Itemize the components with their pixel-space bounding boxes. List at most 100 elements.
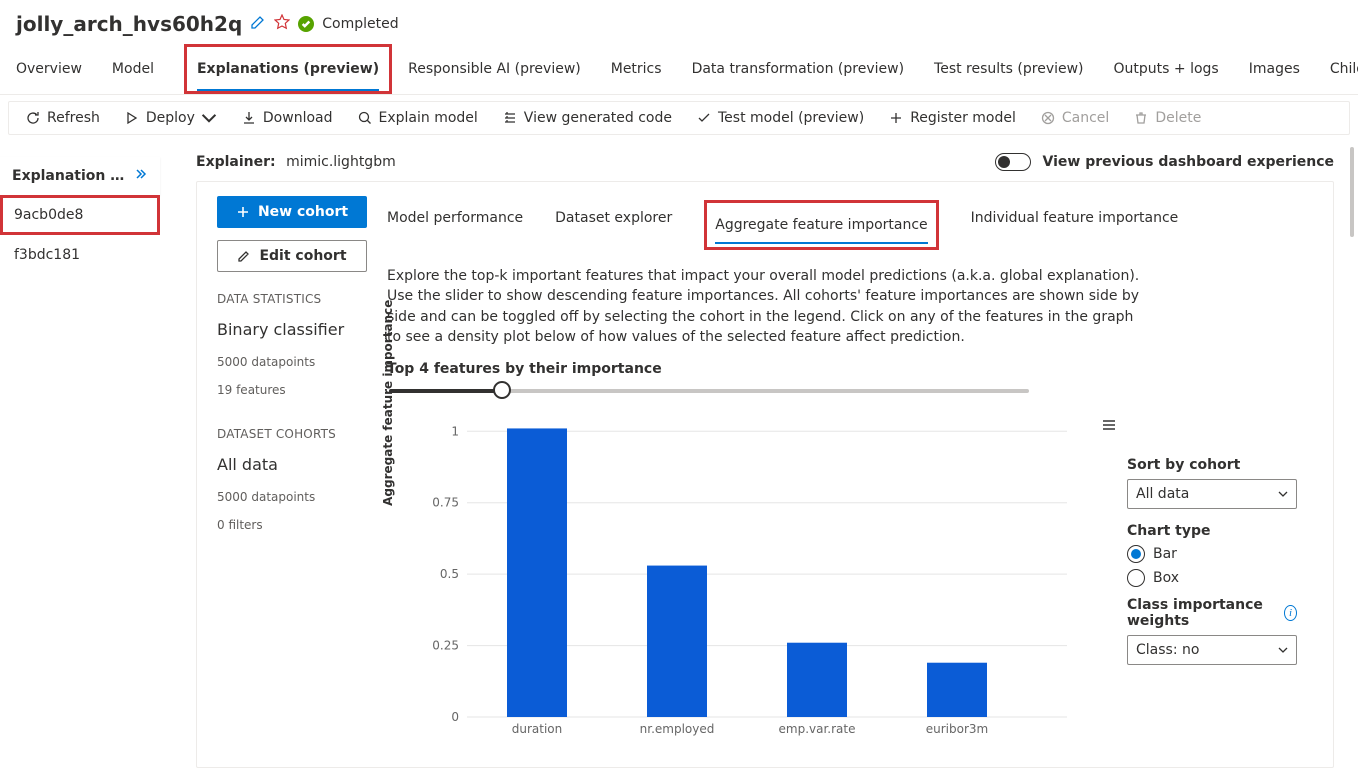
description-text: Explore the top-k important features tha… [387,266,1147,347]
dashboard-tabs: Model performance Dataset explorer Aggre… [387,196,1313,250]
explanation-list-header: Explanation … [0,157,160,195]
radio-bar[interactable]: Bar [1127,545,1313,563]
svg-text:0: 0 [451,710,459,724]
explanation-item[interactable]: f3bdc181 [0,235,160,275]
tab-test-results[interactable]: Test results (preview) [934,47,1083,91]
codegen-button[interactable]: View generated code [502,110,672,126]
svg-text:euribor3m: euribor3m [926,722,988,736]
feature-importance-chart: Aggregate feature importance 00.250.50.7… [387,417,1087,747]
radio-box-label: Box [1153,570,1179,586]
radio-box[interactable]: Box [1127,569,1313,587]
stats-data-heading: DATA STATISTICS [217,292,367,306]
cancel-button: Cancel [1040,110,1109,126]
star-icon[interactable] [274,14,290,34]
download-label: Download [263,110,333,126]
tab-images[interactable]: Images [1249,47,1300,91]
inner-tab-aggregate[interactable]: Aggregate feature importance [715,207,927,243]
sort-value: All data [1136,486,1189,502]
toggle-label: View previous dashboard experience [1043,154,1334,170]
inner-tab-individual[interactable]: Individual feature importance [971,200,1179,250]
toolbar: Refresh Deploy Download Explain model Vi… [8,101,1350,135]
svg-text:0.75: 0.75 [432,496,459,510]
explanation-item-selected[interactable]: 9acb0de8 [0,195,160,235]
stats-cohort-filters: 0 filters [217,518,367,532]
tab-data-transformation[interactable]: Data transformation (preview) [692,47,904,91]
new-cohort-button[interactable]: New cohort [217,196,367,228]
codegen-label: View generated code [524,110,672,126]
register-button[interactable]: Register model [888,110,1016,126]
chart-menu-icon[interactable] [1101,417,1117,437]
top-k-slider[interactable] [389,383,1029,399]
stats-data-feat: 19 features [217,383,367,397]
sort-label: Sort by cohort [1127,457,1313,473]
cancel-label: Cancel [1062,110,1109,126]
stats-cohort-dp: 5000 datapoints [217,490,367,504]
cohort-sidebar: New cohort Edit cohort DATA STATISTICS B… [217,196,367,747]
test-label: Test model (preview) [718,110,864,126]
chevron-down-icon [1278,489,1288,499]
new-cohort-label: New cohort [258,204,348,220]
register-label: Register model [910,110,1016,126]
class-value: Class: no [1136,642,1199,658]
expand-icon[interactable] [134,167,148,185]
download-button[interactable]: Download [241,110,333,126]
dashboard-toggle[interactable] [995,153,1031,171]
sort-select[interactable]: All data [1127,479,1297,509]
refresh-label: Refresh [47,110,100,126]
slider-label: Top 4 features by their importance [387,361,1313,377]
top-tabs: Overview Model Explanations (preview) Re… [0,44,1358,95]
test-button[interactable]: Test model (preview) [696,110,864,126]
chart-controls: Sort by cohort All data Chart type Bar [1127,417,1313,747]
tab-outputs-logs[interactable]: Outputs + logs [1114,47,1219,91]
inner-tab-model-performance[interactable]: Model performance [387,200,523,250]
status-check-icon [298,16,314,32]
tab-metrics[interactable]: Metrics [611,47,662,91]
deploy-label: Deploy [146,110,195,126]
status-text: Completed [322,16,398,32]
svg-text:nr.employed: nr.employed [640,722,715,736]
edit-icon[interactable] [250,14,266,34]
slider-empty [501,389,1029,393]
tab-explanations[interactable]: Explanations (preview) [197,47,379,91]
refresh-button[interactable]: Refresh [25,110,100,126]
edit-cohort-button[interactable]: Edit cohort [217,240,367,272]
inner-tab-dataset-explorer[interactable]: Dataset explorer [555,200,672,250]
radio-bar-label: Bar [1153,546,1177,562]
page-title: jolly_arch_hvs60h2q [16,12,242,36]
tab-responsible-ai[interactable]: Responsible AI (preview) [408,47,581,91]
inner-tab-highlight: Aggregate feature importance [704,200,938,250]
svg-text:0.25: 0.25 [432,639,459,653]
edit-cohort-label: Edit cohort [259,248,346,264]
explanation-list-panel: Explanation … 9acb0de8 f3bdc181 [0,141,160,747]
stats-cohort-heading: DATASET COHORTS [217,427,367,441]
slider-thumb[interactable] [493,381,511,399]
delete-button: Delete [1133,110,1201,126]
chart-svg: 00.250.50.751durationnr.employedemp.var.… [427,417,1067,737]
chevron-down-icon [1278,645,1288,655]
stats-data-dp: 5000 datapoints [217,355,367,369]
tab-overview[interactable]: Overview [16,47,82,91]
info-icon[interactable]: i [1284,605,1297,621]
chart-y-label: Aggregate feature importance [381,299,395,505]
tab-model[interactable]: Model [112,47,154,91]
scrollbar[interactable] [1350,147,1354,237]
chevron-down-icon [201,110,217,126]
stats-cohort-value: All data [217,455,367,474]
chart-type-label: Chart type [1127,523,1313,539]
svg-text:0.5: 0.5 [440,567,459,581]
explainer-label: Explainer: [196,154,276,170]
dashboard-content: Explainer: mimic.lightgbm View previous … [160,141,1358,747]
radio-icon [1127,545,1145,563]
pencil-icon [237,249,251,263]
class-label: Class importance weights [1127,597,1284,629]
explain-button[interactable]: Explain model [357,110,478,126]
explanation-header-label: Explanation … [12,168,124,184]
tab-child-jobs[interactable]: Child jobs [1330,47,1358,91]
deploy-button[interactable]: Deploy [124,110,217,126]
explain-label: Explain model [379,110,478,126]
plus-icon [236,205,250,219]
svg-text:duration: duration [512,722,563,736]
tab-highlight-explanations: Explanations (preview) [184,44,392,94]
class-select[interactable]: Class: no [1127,635,1297,665]
slider-fill [389,389,501,393]
